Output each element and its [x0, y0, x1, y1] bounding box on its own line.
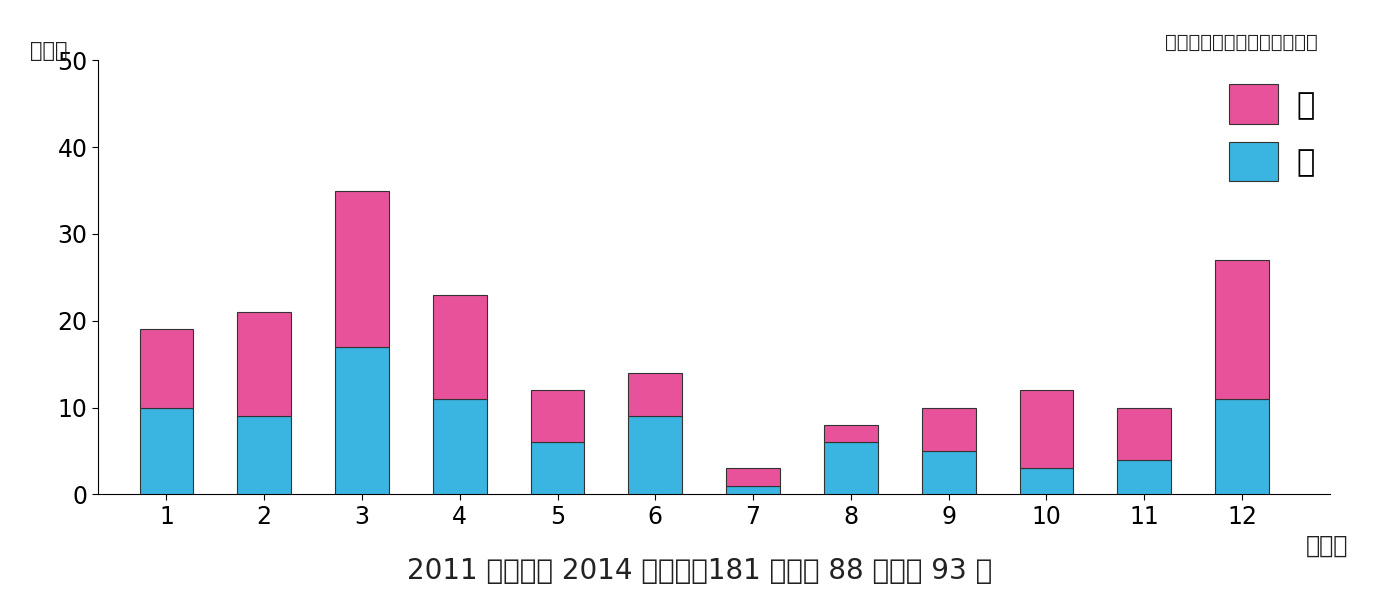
Text: （例）: （例）	[31, 41, 67, 62]
Bar	[140, 329, 193, 408]
Bar	[335, 191, 389, 347]
Bar	[1215, 399, 1268, 494]
Bar	[825, 425, 878, 443]
Bar	[238, 416, 291, 494]
Bar	[1117, 408, 1172, 459]
Bar	[140, 408, 193, 494]
Bar	[335, 347, 389, 494]
Bar	[1019, 469, 1074, 494]
Text: （提供：空港前クリニック）: （提供：空港前クリニック）	[1165, 33, 1317, 52]
Text: 2011 年４月〜 2014 年３月　181 例：男 88 例　女 93 例: 2011 年４月〜 2014 年３月 181 例：男 88 例 女 93 例	[407, 557, 993, 585]
Bar	[531, 390, 584, 443]
Text: （月）: （月）	[1306, 534, 1348, 558]
Bar	[433, 399, 487, 494]
Bar	[921, 408, 976, 451]
Bar	[238, 312, 291, 416]
Bar	[433, 295, 487, 399]
Bar	[531, 443, 584, 494]
Bar	[629, 373, 682, 416]
Legend: 女, 男: 女, 男	[1229, 84, 1315, 181]
Bar	[1117, 459, 1172, 494]
Bar	[1019, 390, 1074, 469]
Bar	[727, 469, 780, 486]
Bar	[629, 416, 682, 494]
Bar	[1215, 260, 1268, 399]
Bar	[825, 443, 878, 494]
Bar	[921, 451, 976, 494]
Bar	[727, 486, 780, 494]
